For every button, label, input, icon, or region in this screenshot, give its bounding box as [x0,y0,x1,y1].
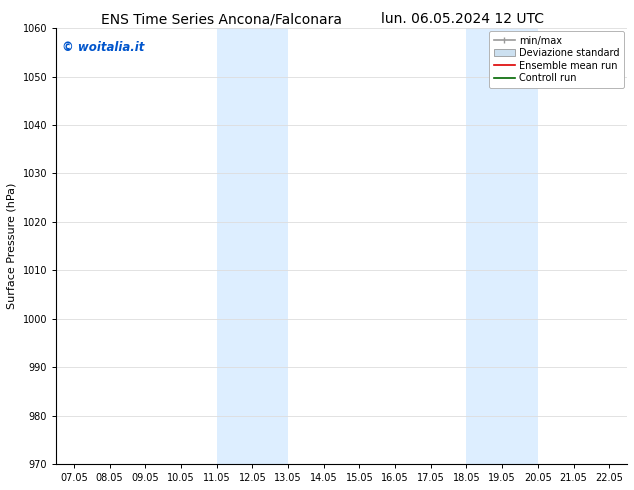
Bar [467,28,538,464]
Bar [217,28,288,464]
Legend: min/max, Deviazione standard, Ensemble mean run, Controll run: min/max, Deviazione standard, Ensemble m… [489,31,624,88]
Text: © woitalia.it: © woitalia.it [62,41,145,54]
Text: ENS Time Series Ancona/Falconara: ENS Time Series Ancona/Falconara [101,12,342,26]
Y-axis label: Surface Pressure (hPa): Surface Pressure (hPa) [7,183,17,309]
Text: lun. 06.05.2024 12 UTC: lun. 06.05.2024 12 UTC [381,12,545,26]
